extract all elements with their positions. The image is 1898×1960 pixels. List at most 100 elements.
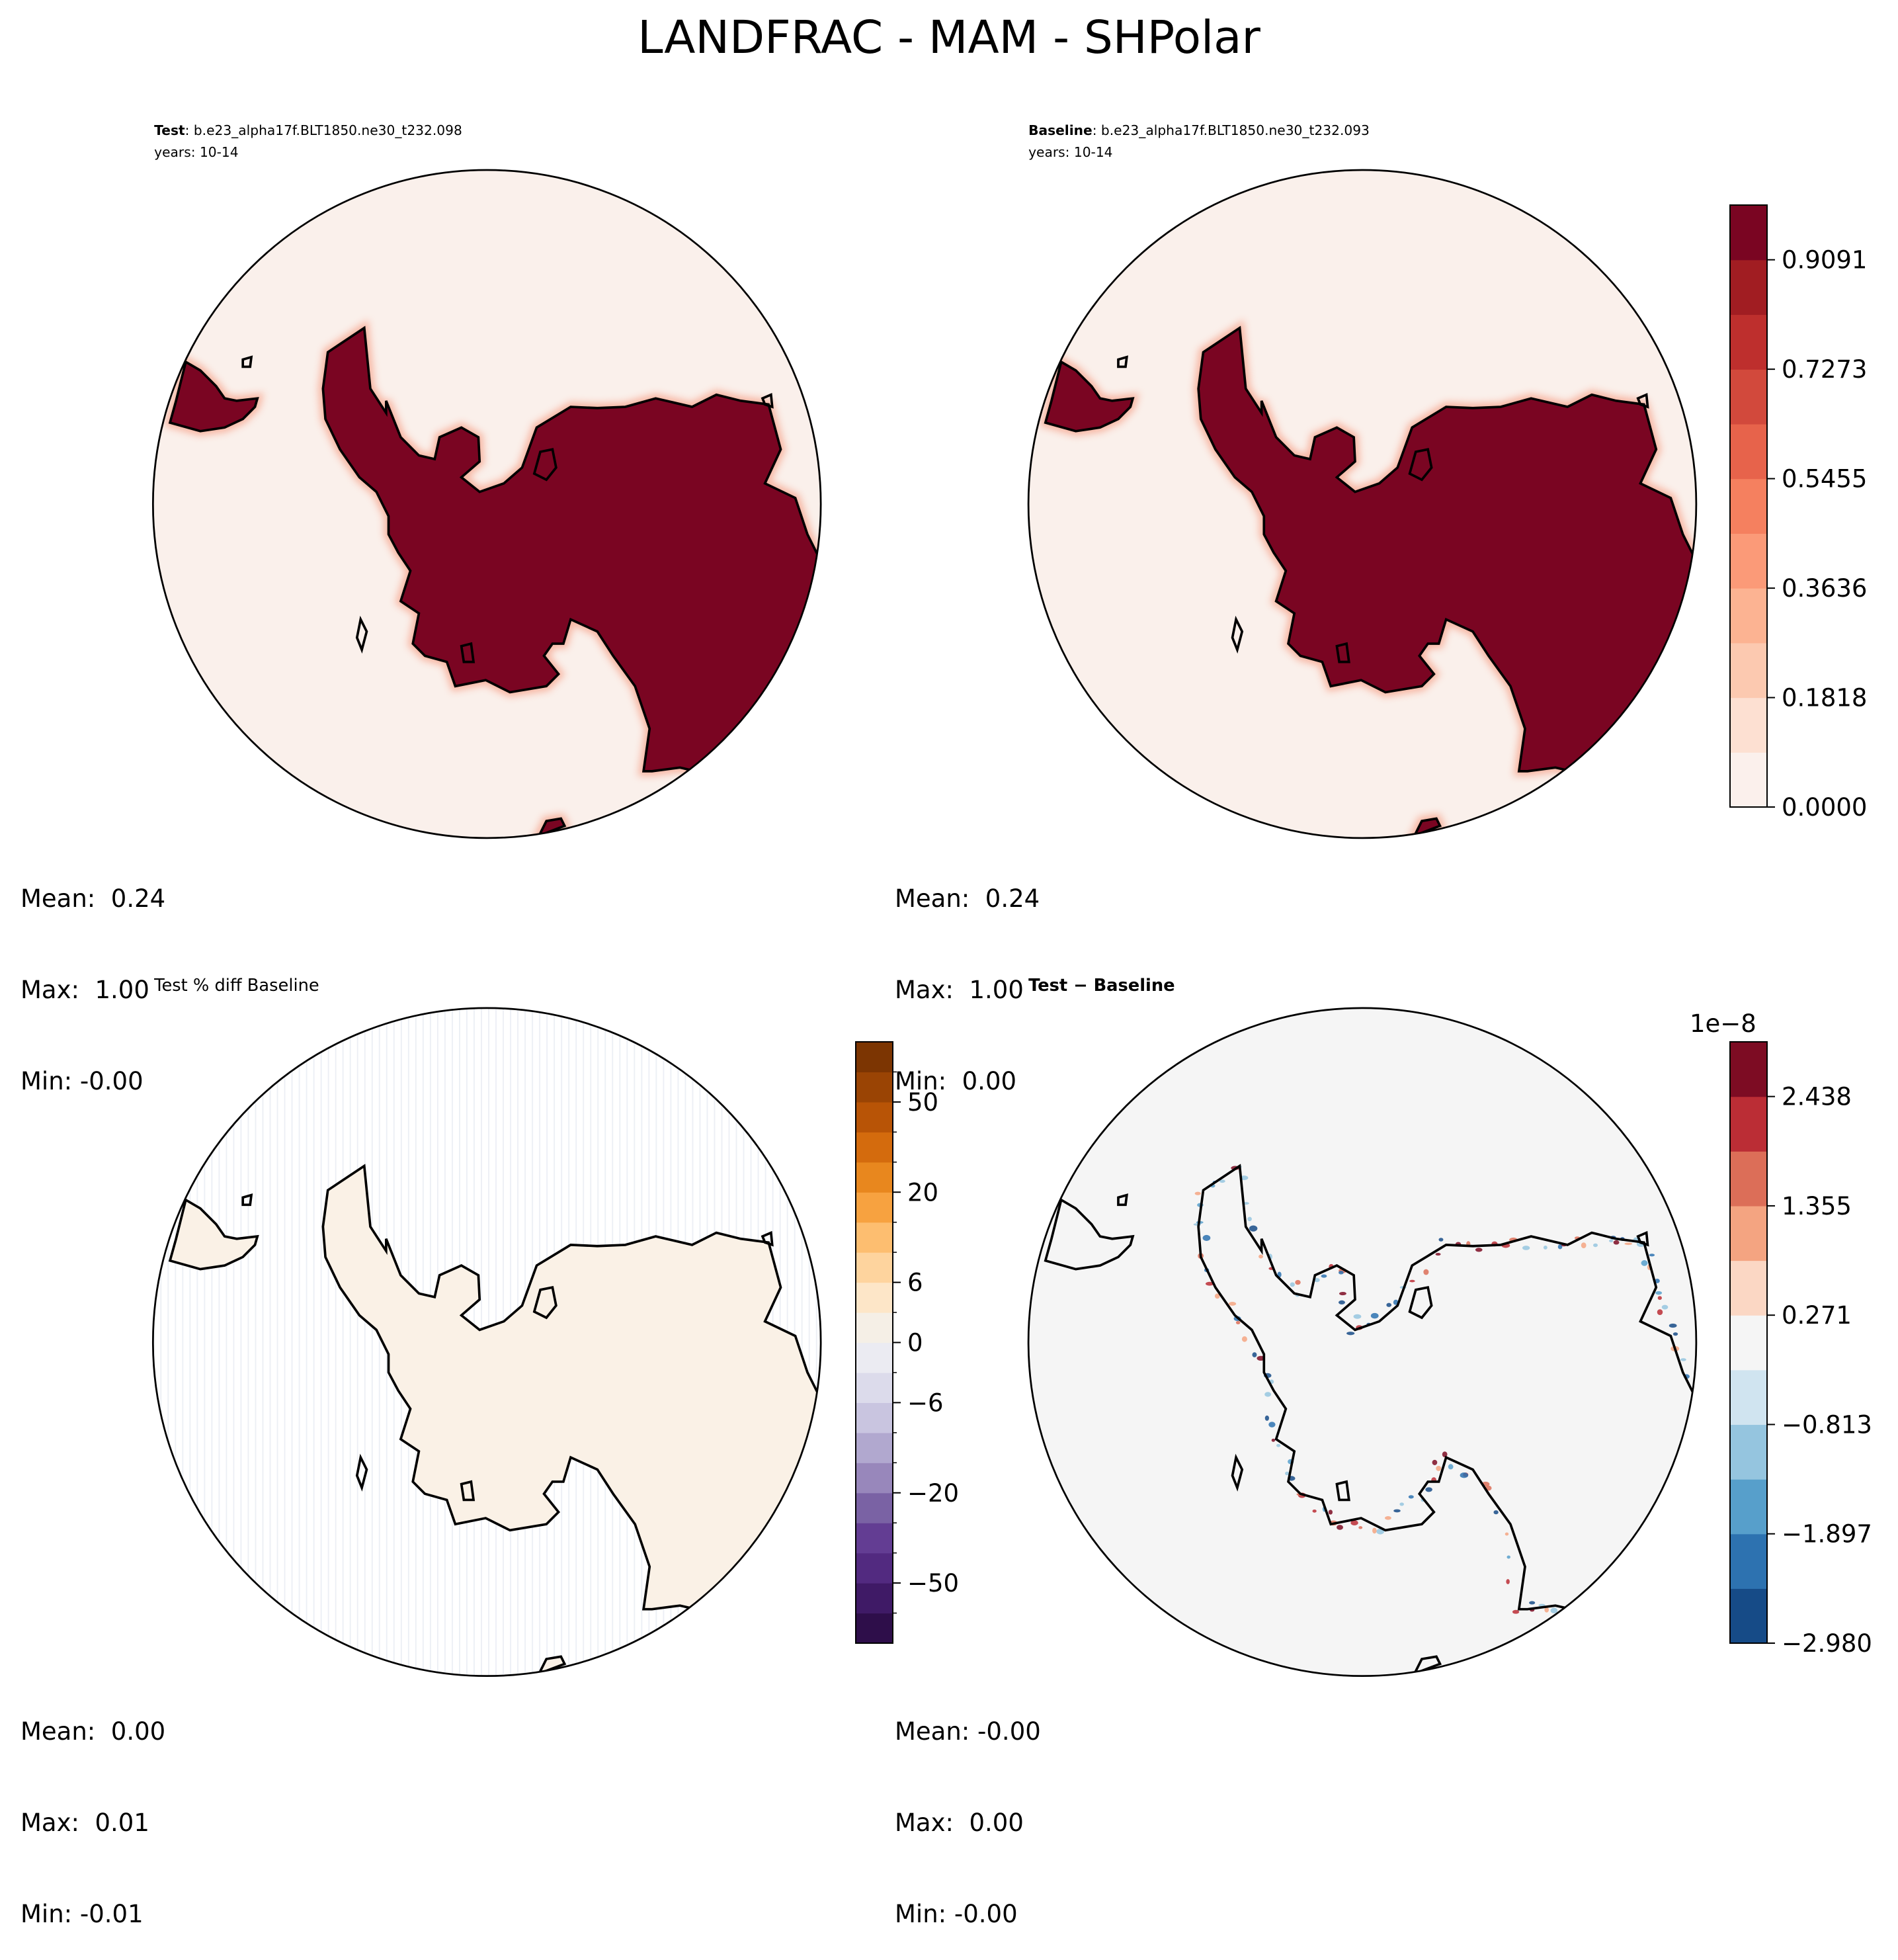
diff-anomaly-mark: [1235, 1320, 1241, 1324]
diff-anomaly-mark: [1609, 1239, 1614, 1243]
diff-anomaly-mark: [1657, 1296, 1662, 1300]
colorbar-pctdiff-tick-label: −6: [907, 1388, 944, 1417]
diff-anomaly-mark: [1290, 1282, 1295, 1287]
diff-anomaly-mark: [1475, 1248, 1483, 1252]
colorbar-diff-frame: [1729, 1041, 1768, 1644]
colorbar-landfrac-segment: [1730, 423, 1767, 480]
colorbar-pctdiff-segment: [856, 1342, 893, 1373]
diff-anomaly-mark: [1339, 1300, 1345, 1305]
colorbar-landfrac-tick-label: 0.9091: [1782, 246, 1867, 275]
diff-anomaly-mark: [1460, 1472, 1469, 1478]
test-map-boundary: [151, 169, 822, 839]
test-years: years: 10-14: [154, 144, 238, 160]
baseline-stat-max: Max: 1.00: [895, 976, 1024, 1004]
diff-anomaly-mark: [1699, 1406, 1703, 1411]
diff-field: [1028, 1007, 1696, 1676]
diff-anomaly-mark: [1353, 1314, 1362, 1319]
diff-anomaly-mark: [1194, 1191, 1201, 1195]
diff-anomaly-mark: [1370, 1312, 1379, 1319]
diff-anomaly-mark: [1393, 1509, 1401, 1513]
diff-anomaly-mark: [1529, 1601, 1536, 1605]
diff-anomaly-mark: [1436, 1466, 1442, 1471]
diff-anomaly-mark: [1506, 1579, 1510, 1584]
baseline-label-bold: Baseline: [1028, 122, 1093, 138]
test-stat-max: Max: 1.00: [21, 976, 149, 1004]
diff-anomaly-mark: [1693, 1394, 1696, 1398]
diff-anomaly-mark: [1346, 1332, 1355, 1336]
test-stat-mean: Mean: 0.24: [21, 884, 166, 913]
diff-anomaly-mark: [1571, 1607, 1580, 1611]
colorbar-pctdiff-segment: [856, 1072, 893, 1103]
diff-anomaly-mark: [1657, 1309, 1663, 1316]
diff-anomaly-mark: [1693, 1453, 1696, 1459]
diff-anomaly-mark: [1640, 1586, 1645, 1591]
pctdiff-stat-max: Max: 0.01: [21, 1809, 149, 1837]
panel-baseline: Baseline: b.e23_alpha17f.BLT1850.ne30_t2…: [1027, 122, 1698, 839]
pctdiff-stat-min: Min: -0.01: [21, 1900, 144, 1928]
diff-anomaly-mark: [1214, 1293, 1220, 1299]
diff-anomaly-mark: [1649, 1254, 1655, 1257]
baseline-stat-min: Min: 0.00: [895, 1067, 1017, 1095]
colorbar-landfrac-frame: [1729, 204, 1768, 808]
diff-anomaly-mark: [1241, 1336, 1247, 1342]
colorbar-pctdiff-segment: [856, 1101, 893, 1132]
baseline-stats: Mean: 0.24 Max: 1.00 Min: 0.00: [895, 823, 1040, 1127]
diff-anomaly-mark: [1659, 1550, 1668, 1555]
colorbar-diff-segment: [1730, 1588, 1767, 1644]
panel-test: Test: b.e23_alpha17f.BLT1850.ne30_t232.0…: [151, 122, 822, 839]
colorbar-landfrac-segment: [1730, 588, 1767, 644]
colorbar-landfrac-tick-label: 0.5455: [1782, 465, 1867, 493]
diff-anomaly-mark: [1313, 1278, 1320, 1283]
diff-anomaly-mark: [1249, 1225, 1258, 1232]
panel-pctdiff: Test % diff Baseline: [151, 976, 822, 1678]
diff-map-boundary: [1027, 1007, 1698, 1678]
colorbar-diff-segment: [1730, 1479, 1767, 1535]
colorbar-pctdiff: −50 −20 −6 0 6 20 50: [855, 1041, 959, 1644]
colorbar-diff-offset: 1e−8: [1690, 1009, 1756, 1038]
diff-anomaly-mark: [1409, 1279, 1415, 1283]
test-stat-min: Min: -0.00: [21, 1067, 144, 1095]
diff-anomaly-mark: [1328, 1510, 1333, 1515]
diff-anomaly-mark: [1698, 1431, 1702, 1437]
colorbar-pctdiff-segment: [856, 1432, 893, 1463]
diff-anomaly-mark: [1661, 1304, 1669, 1310]
diff-anomaly-mark: [1506, 1555, 1510, 1559]
diff-anomaly-mark: [1423, 1269, 1429, 1275]
diff-anomaly-mark: [1659, 1564, 1665, 1569]
colorbar-pctdiff-segment: [856, 1132, 893, 1163]
diff-anomaly-mark: [1628, 1595, 1636, 1599]
colorbar-diff-segment: [1730, 1315, 1767, 1371]
diff-anomaly-mark: [1663, 1536, 1667, 1540]
test-case-name: : b.e23_alpha17f.BLT1850.ne30_t232.098: [185, 122, 462, 138]
colorbar-pctdiff-segment: [856, 1192, 893, 1223]
diff-anomaly-mark: [1676, 1519, 1682, 1522]
figure-title: LANDFRAC - MAM - SHPolar: [638, 11, 1260, 64]
diff-anomaly-mark: [1448, 1464, 1454, 1470]
diff-anomaly-mark: [1608, 1595, 1614, 1600]
diff-anomaly-mark: [1682, 1488, 1688, 1492]
colorbar-landfrac-segment: [1730, 752, 1767, 808]
colorbar-diff-segment: [1730, 1096, 1767, 1152]
colorbar-pctdiff-segment: [856, 1583, 893, 1614]
colorbar-diff-segment: [1730, 1151, 1767, 1207]
colorbar-landfrac-tick-label: 0.3636: [1782, 574, 1867, 603]
colorbar-diff-tick-label: 0.271: [1782, 1301, 1852, 1330]
diff-anomaly-mark: [1247, 1216, 1252, 1222]
diff-anomaly-mark: [1228, 1302, 1237, 1306]
diff-anomaly-mark: [1672, 1332, 1678, 1336]
diff-anomaly-mark: [1386, 1302, 1392, 1307]
colorbar-pctdiff-segment: [856, 1553, 893, 1584]
diff-anomaly-mark: [1641, 1260, 1648, 1266]
diff-anomaly-mark: [1295, 1279, 1301, 1285]
colorbar-pctdiff-segment: [856, 1492, 893, 1523]
diff-anomaly-mark: [1264, 1392, 1272, 1397]
diff-anomaly-mark: [1624, 1242, 1633, 1246]
diff-anomaly-mark: [1544, 1607, 1549, 1613]
pctdiff-map-boundary: [151, 1007, 822, 1678]
diff-anomaly-mark: [1276, 1443, 1281, 1447]
test-map: [153, 170, 821, 838]
colorbar-pctdiff-tick-label: 50: [907, 1088, 938, 1117]
diff-anomaly-mark: [1372, 1527, 1377, 1534]
diff-anomaly-mark: [1655, 1291, 1663, 1295]
diff-anomaly-mark: [1550, 1607, 1558, 1613]
